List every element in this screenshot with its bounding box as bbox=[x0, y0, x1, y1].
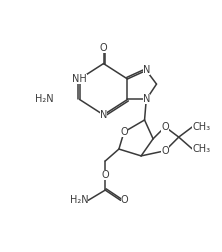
Text: O: O bbox=[100, 43, 107, 53]
Text: N: N bbox=[100, 110, 107, 120]
Text: O: O bbox=[161, 122, 169, 132]
Text: N: N bbox=[143, 94, 150, 105]
Text: O: O bbox=[101, 170, 109, 180]
Text: O: O bbox=[121, 195, 128, 205]
Text: O: O bbox=[161, 146, 169, 156]
Text: N: N bbox=[143, 66, 150, 75]
Text: CH₃: CH₃ bbox=[192, 122, 210, 132]
Text: H₂N: H₂N bbox=[35, 94, 54, 105]
Text: O: O bbox=[120, 127, 128, 137]
Text: CH₃: CH₃ bbox=[192, 144, 210, 154]
Text: NH: NH bbox=[72, 74, 87, 84]
Text: H₂N: H₂N bbox=[69, 195, 88, 205]
